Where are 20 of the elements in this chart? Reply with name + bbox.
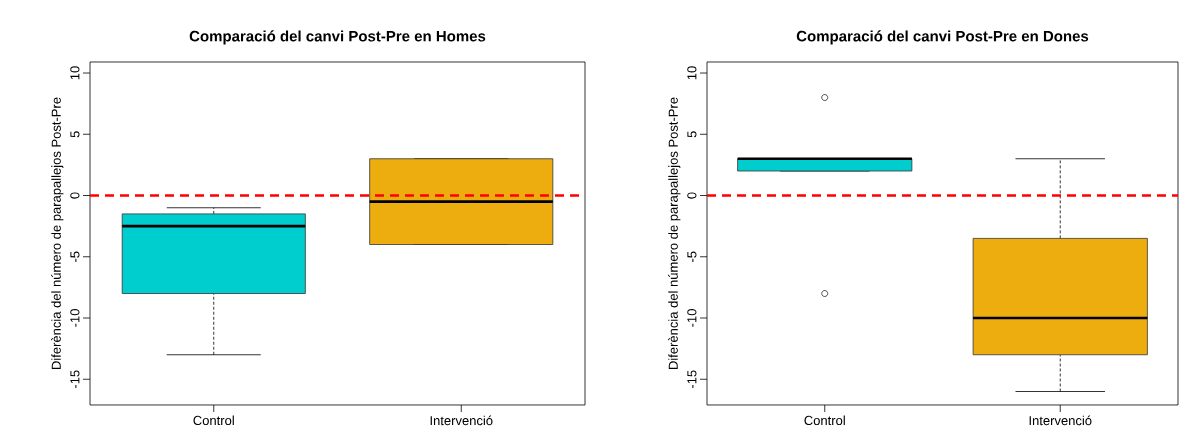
y-tick-label: 10 bbox=[70, 66, 80, 80]
y-tick-label: -15 bbox=[70, 370, 80, 389]
y-tick-label: -15 bbox=[687, 370, 697, 389]
y-tick-label: 10 bbox=[687, 66, 697, 80]
y-axis-title: Diferència del número de parapallejos Post-Pre bbox=[668, 97, 681, 369]
y-tick-label: 5 bbox=[687, 131, 697, 138]
y-tick-label: 0 bbox=[687, 192, 697, 199]
y-tick-label: -5 bbox=[687, 251, 697, 262]
x-tick-label: Control bbox=[193, 415, 234, 426]
y-tick-label: -10 bbox=[687, 309, 697, 327]
y-axis-title: Diferència del número de parapallejos Post-Pre bbox=[51, 97, 64, 369]
chart-title: Comparació del canvi Post-Pre en Dones bbox=[796, 30, 1089, 45]
x-tick-label: Intervenció bbox=[1029, 415, 1092, 426]
y-tick-label: 5 bbox=[70, 131, 80, 138]
y-tick-label: 0 bbox=[70, 192, 80, 199]
x-tick-label: Intervenció bbox=[430, 415, 493, 426]
y-tick-label: -5 bbox=[70, 251, 80, 262]
x-tick-label: Control bbox=[804, 415, 845, 426]
y-tick-label: -10 bbox=[70, 309, 80, 327]
chart-title: Comparació del canvi Post-Pre en Homes bbox=[189, 30, 486, 45]
